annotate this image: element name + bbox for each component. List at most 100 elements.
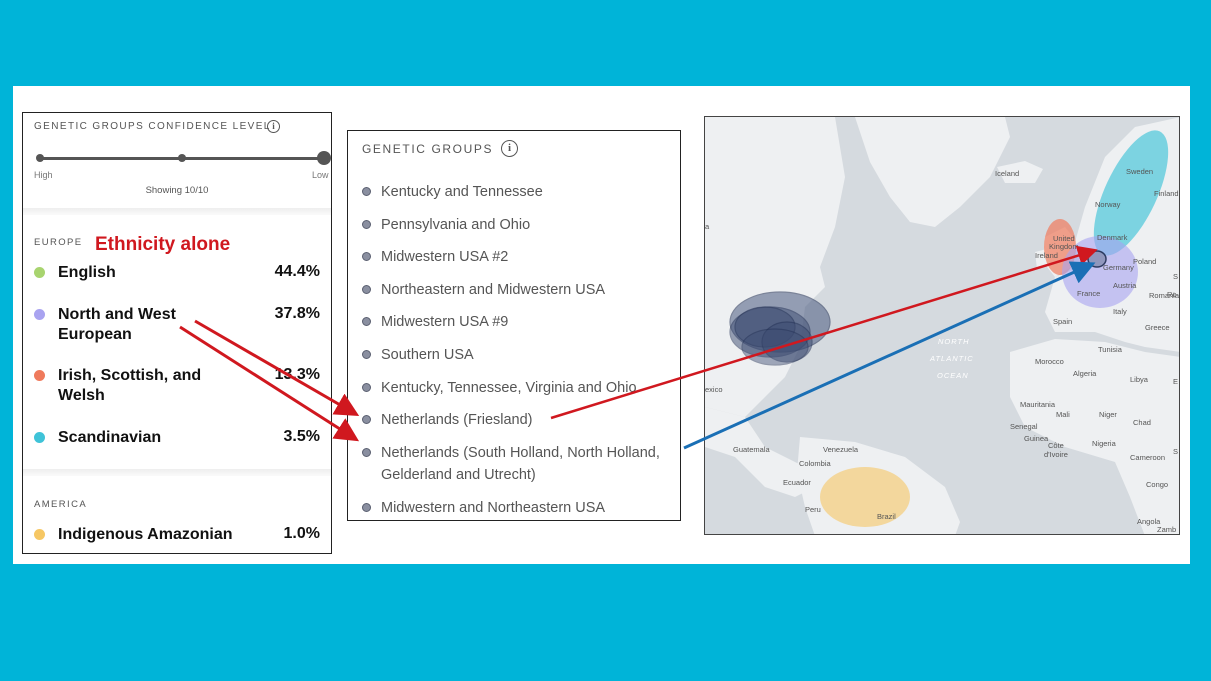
ethnicity-percent: 13.3% bbox=[274, 366, 320, 383]
genetic-groups-map[interactable]: Iceland Sweden Finland Norway Denmark Un… bbox=[704, 116, 1180, 535]
map-label: Tunisia bbox=[1098, 345, 1122, 354]
section-divider bbox=[23, 208, 331, 215]
map-label: Greece bbox=[1145, 323, 1170, 332]
group-label: Pennsylvania and Ohio bbox=[381, 217, 531, 233]
map-label: Chad bbox=[1133, 418, 1151, 427]
map-label: Angola bbox=[1137, 517, 1161, 526]
ocean-label: NORTH bbox=[938, 337, 970, 346]
group-bullet bbox=[362, 317, 371, 326]
ethnicity-color-dot bbox=[34, 432, 45, 443]
group-label: Midwestern USA #2 bbox=[381, 249, 509, 265]
ocean-label: ATLANTIC bbox=[930, 354, 974, 363]
genetic-groups-title: GENETIC GROUPS bbox=[362, 142, 494, 156]
group-bullet bbox=[362, 503, 371, 512]
ethnicity-name: Scandinavian bbox=[58, 429, 162, 446]
map-graphic bbox=[705, 117, 1179, 534]
slider-label-low: Low bbox=[312, 170, 329, 180]
map-label: E bbox=[1173, 377, 1179, 386]
map-label: d'Ivoire bbox=[1044, 450, 1068, 459]
showing-count: Showing 10/10 bbox=[145, 185, 209, 196]
ethnicity-percent: 3.5% bbox=[283, 428, 320, 445]
map-label: exico bbox=[705, 385, 723, 394]
group-label: Southern USA bbox=[381, 347, 474, 363]
confidence-title: GENETIC GROUPS CONFIDENCE LEVEL bbox=[34, 121, 271, 132]
map-label: Libya bbox=[1130, 375, 1148, 384]
map-label: Ecuador bbox=[783, 478, 811, 487]
map-label: Colombia bbox=[799, 459, 831, 468]
map-label: Denmark bbox=[1097, 233, 1128, 242]
map-label: Ireland bbox=[1035, 251, 1058, 260]
ethnicity-panel: GENETIC GROUPS CONFIDENCE LEVEL i High L… bbox=[22, 112, 332, 554]
region-label-america: AMERICA bbox=[34, 499, 88, 510]
map-label: Senegal bbox=[1010, 422, 1038, 431]
map-label: Venezuela bbox=[823, 445, 859, 454]
map-label: Guatemala bbox=[733, 445, 770, 454]
map-label: Germany bbox=[1103, 263, 1134, 272]
map-label: Poland bbox=[1133, 257, 1157, 266]
map-label: Kingdom bbox=[1049, 242, 1079, 251]
slider-stop-mid[interactable] bbox=[178, 154, 186, 162]
genetic-group-item[interactable]: Netherlands (South Holland, North Hollan… bbox=[362, 442, 680, 486]
map-label: Cameroon bbox=[1130, 453, 1166, 462]
group-label: Kentucky and Tennessee bbox=[381, 184, 543, 200]
group-bullet bbox=[362, 285, 371, 294]
annotation-ethnicity-alone: Ethnicity alone bbox=[95, 234, 231, 255]
group-bullet bbox=[362, 220, 371, 229]
group-bullet bbox=[362, 350, 371, 359]
group-label: Netherlands (Friesland) bbox=[381, 412, 533, 428]
map-label: Iceland bbox=[995, 169, 1020, 178]
ethnicity-color-dot bbox=[34, 529, 45, 540]
map-label: Nigeria bbox=[1092, 439, 1116, 448]
info-icon[interactable]: i bbox=[501, 140, 518, 157]
group-bullet bbox=[362, 252, 371, 261]
group-label: Northeastern and Midwestern USA bbox=[381, 282, 606, 298]
map-label: Côte bbox=[1048, 441, 1064, 450]
map-label: Brazil bbox=[877, 512, 896, 521]
map-label: Niger bbox=[1099, 410, 1117, 419]
ocean-label: OCEAN bbox=[937, 371, 969, 380]
ethnicity-name: Irish, Scottish, and Welsh bbox=[58, 367, 202, 404]
map-label: Spain bbox=[1053, 317, 1073, 326]
confidence-slider-handle[interactable] bbox=[317, 151, 331, 165]
group-bullet bbox=[362, 383, 371, 392]
group-bullet bbox=[362, 187, 371, 196]
map-label: Morocco bbox=[1035, 357, 1064, 366]
map-label: Ro bbox=[1167, 290, 1177, 299]
map-label: Guinea bbox=[1024, 434, 1049, 443]
ethnicity-name: English bbox=[58, 264, 116, 281]
map-label: Sweden bbox=[1126, 167, 1154, 176]
ethnicity-percent: 44.4% bbox=[274, 263, 320, 280]
map-label: Zamb bbox=[1157, 525, 1177, 534]
group-label: Midwestern and Northeastern USA bbox=[381, 500, 606, 516]
map-label: Finland bbox=[1154, 189, 1179, 198]
slider-stop-high[interactable] bbox=[36, 154, 44, 162]
group-label: Kentucky, Tennessee, Virginia and Ohio bbox=[381, 380, 637, 396]
map-label: Peru bbox=[805, 505, 821, 514]
ethnicity-name: North and West European bbox=[58, 306, 176, 343]
map-label: Mauritania bbox=[1020, 400, 1056, 409]
region-label-europe: EUROPE bbox=[34, 237, 83, 248]
info-icon[interactable]: i bbox=[267, 120, 280, 133]
slider-label-high: High bbox=[34, 170, 53, 180]
map-label: a bbox=[705, 222, 710, 231]
map-label: Italy bbox=[1113, 307, 1127, 316]
map-label: United bbox=[1053, 234, 1075, 243]
ethnicity-color-dot bbox=[34, 309, 45, 320]
genetic-groups-panel: GENETIC GROUPS i Kentucky and Tennessee … bbox=[347, 130, 681, 521]
section-divider bbox=[23, 469, 331, 476]
ethnicity-name: Indigenous Amazonian bbox=[58, 526, 233, 543]
group-label-line1: Netherlands (South Holland, North Hollan… bbox=[381, 445, 660, 461]
group-bullet bbox=[362, 448, 371, 457]
map-label: Algeria bbox=[1073, 369, 1097, 378]
ethnicity-color-dot bbox=[34, 370, 45, 381]
group-label-line2: Gelderland and Utrecht) bbox=[381, 467, 536, 483]
map-label: Mali bbox=[1056, 410, 1070, 419]
map-label: France bbox=[1077, 289, 1101, 298]
map-label: S bbox=[1173, 272, 1179, 281]
group-bullet bbox=[362, 415, 371, 424]
ethnicity-percent: 1.0% bbox=[283, 525, 320, 542]
group-label: Midwestern USA #9 bbox=[381, 314, 509, 330]
map-label: Romania bbox=[1149, 291, 1180, 300]
map-label: S bbox=[1173, 447, 1179, 456]
map-label: Congo bbox=[1146, 480, 1169, 489]
